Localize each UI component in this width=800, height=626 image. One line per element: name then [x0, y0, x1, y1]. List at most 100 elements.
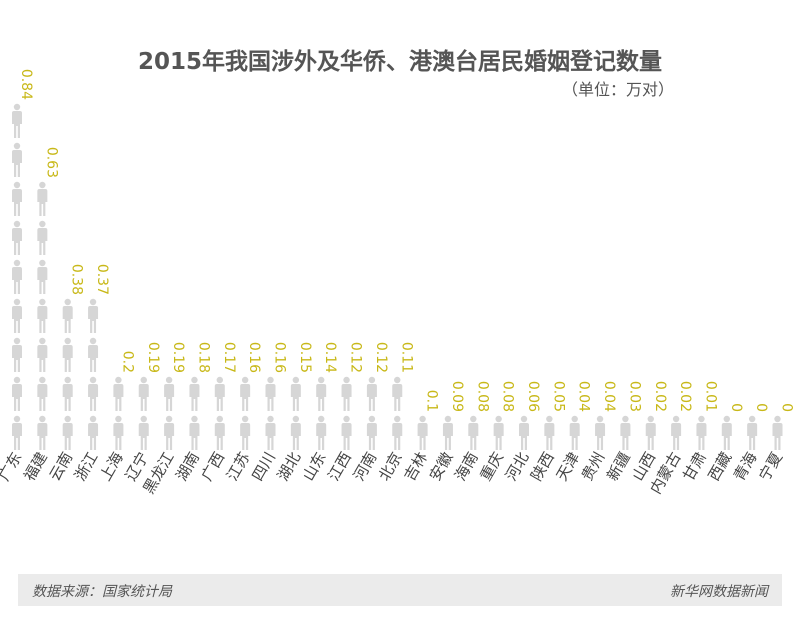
person-icon-empty: [442, 415, 453, 450]
value-label: 0.18: [195, 342, 211, 373]
person-icon-empty: [417, 415, 428, 450]
person-icon-empty: [12, 376, 22, 411]
value-label: 0.02: [652, 381, 668, 412]
value-label: 0.04: [576, 381, 592, 412]
person-icon-empty: [569, 415, 580, 450]
person-icon-empty: [290, 376, 301, 411]
person-icon-empty: [12, 103, 22, 138]
value-label: 0.14: [322, 342, 338, 373]
person-icon-empty: [37, 298, 48, 333]
person-icon-empty: [164, 415, 175, 450]
person-icon-empty: [671, 415, 682, 450]
category-label: 河南: [350, 449, 381, 484]
value-label: 0.84: [18, 69, 34, 100]
person-icon-empty: [62, 298, 73, 333]
value-label: 0.11: [398, 342, 414, 373]
person-icon-empty: [595, 415, 606, 450]
category-label: 湖南: [172, 449, 203, 484]
person-icon-empty: [392, 376, 403, 411]
person-icon-empty: [88, 337, 99, 372]
category-label: 江西: [324, 449, 355, 484]
person-icon-empty: [290, 415, 301, 450]
person-icon-empty: [164, 376, 175, 411]
category-label: 陕西: [527, 449, 558, 484]
person-icon-empty: [37, 415, 48, 450]
person-icon-empty: [138, 376, 149, 411]
person-icon-empty: [544, 415, 555, 450]
person-icon-empty: [645, 415, 656, 450]
value-label: 0.19: [145, 342, 161, 373]
value-label: 0.12: [373, 342, 389, 373]
person-icon-empty: [37, 337, 48, 372]
person-icon-empty: [12, 259, 22, 294]
person-icon-empty: [37, 376, 48, 411]
person-icon-empty: [240, 376, 251, 411]
person-icon-empty: [316, 376, 327, 411]
person-icon-empty: [12, 415, 22, 450]
category-label: 海南: [451, 449, 482, 484]
category-label: 湖北: [274, 449, 305, 484]
category-label: 广东: [0, 449, 25, 484]
value-label: 0.05: [550, 381, 566, 412]
person-icon-empty: [37, 220, 48, 255]
person-icon-empty: [12, 337, 22, 372]
person-icon-empty: [366, 376, 377, 411]
category-label: 新疆: [603, 449, 634, 484]
person-icon-empty: [696, 415, 707, 450]
person-icon-empty: [62, 376, 73, 411]
person-icon-empty: [392, 415, 403, 450]
person-icon-empty: [189, 376, 200, 411]
category-label: 吉林: [400, 449, 431, 484]
person-icon-empty: [240, 415, 251, 450]
category-label: 青海: [730, 449, 761, 484]
category-label: 广西: [198, 449, 229, 484]
person-icon-empty: [620, 415, 631, 450]
category-label: 四川: [248, 449, 279, 484]
value-label: 0.04: [601, 381, 617, 412]
category-label: 江苏: [223, 449, 254, 484]
category-label: 重庆: [477, 449, 508, 484]
person-icon-empty: [189, 415, 200, 450]
data-source: 数据来源：国家统计局: [32, 584, 172, 600]
category-label: 甘肃: [679, 449, 710, 484]
person-icon-empty: [37, 259, 48, 294]
person-icon-empty: [772, 415, 783, 450]
person-icon-empty: [341, 415, 352, 450]
person-icon-empty: [366, 415, 377, 450]
value-label: 0.16: [272, 342, 288, 373]
value-label: 0: [779, 403, 795, 412]
person-icon-empty: [12, 298, 22, 333]
person-icon-empty: [468, 415, 479, 450]
value-label: 0.02: [677, 381, 693, 412]
person-icon-empty: [265, 376, 276, 411]
value-label: 0.12: [348, 342, 364, 373]
value-label: 0: [728, 403, 744, 412]
person-icon-empty: [88, 415, 99, 450]
value-label: 0.63: [43, 147, 59, 178]
value-label: 0.16: [246, 342, 262, 373]
person-icon-empty: [113, 415, 124, 450]
person-icon-empty: [519, 415, 529, 450]
chart-title: 2015年我国涉外及华侨、港澳台居民婚姻登记数量: [137, 49, 662, 75]
value-label: 0.38: [69, 264, 85, 295]
value-label: 0.08: [474, 381, 490, 412]
person-icon-empty: [88, 376, 99, 411]
unit-label: （单位：万对）: [561, 80, 674, 99]
value-label: 0.09: [449, 381, 465, 412]
brand-label: 新华网数据新闻: [670, 584, 768, 600]
category-label: 西藏: [705, 449, 736, 484]
person-icon-empty: [138, 415, 149, 450]
person-icon-empty: [37, 181, 48, 216]
value-label: 0: [753, 403, 769, 412]
person-icon-empty: [88, 298, 99, 333]
category-label: 山东: [299, 449, 330, 484]
person-icon-empty: [214, 415, 225, 450]
value-label: 0.1: [424, 390, 440, 412]
person-icon-empty: [341, 376, 352, 411]
category-label: 北京: [375, 449, 406, 484]
person-icon-empty: [12, 142, 22, 177]
person-icon-empty: [113, 376, 124, 411]
category-label: 云南: [46, 449, 77, 484]
value-label: 0.19: [170, 342, 186, 373]
person-icon-empty: [62, 337, 73, 372]
